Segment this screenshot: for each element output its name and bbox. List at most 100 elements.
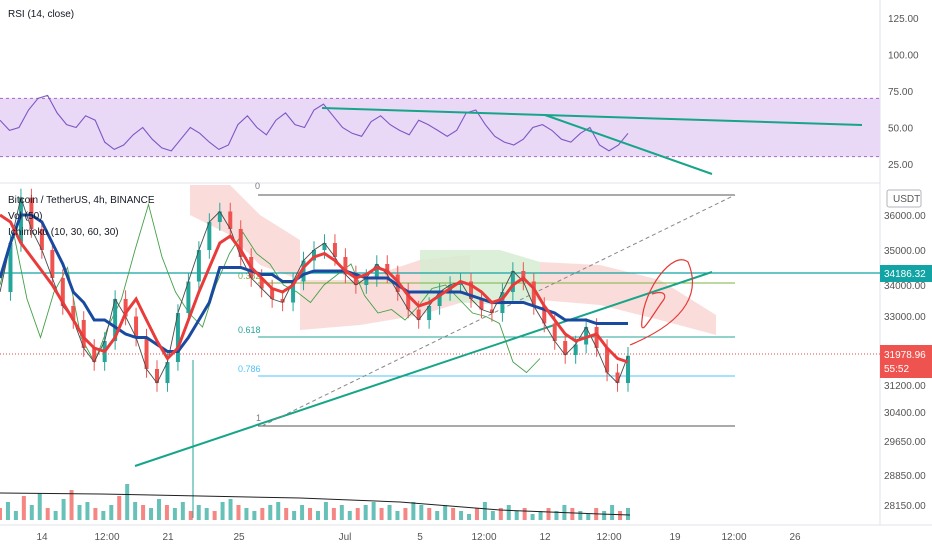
candle-body[interactable] [134,316,139,338]
tenkan-sen-line[interactable] [0,213,629,364]
time-tick-label: 12:00 [721,532,746,543]
candle-body[interactable] [18,197,23,244]
candle-body[interactable] [301,260,306,282]
hand-drawn-circle[interactable] [629,259,694,346]
candle-body[interactable] [155,369,159,383]
candle-body[interactable] [437,292,442,306]
volume-bar [474,508,479,520]
volume-bar [363,505,368,520]
time-tick-label: 12 [539,532,551,543]
candle-body[interactable] [542,306,547,324]
candle-body[interactable] [322,243,327,250]
candle-body[interactable] [584,327,589,345]
candle-body[interactable] [416,309,421,321]
candle-body[interactable] [385,264,390,275]
candle-body[interactable] [165,362,170,383]
candle-body[interactable] [123,299,128,317]
candle-body[interactable] [196,250,201,282]
volume-bar [419,505,424,520]
rsi-trendline-1[interactable] [321,107,863,126]
candle-body[interactable] [60,278,65,306]
ichimoku-label[interactable]: Ichimoku (10, 30, 60, 30) [8,227,119,238]
price-axis-ticks: 36000.00 35000.00 34000.00 33000.00 31200.00… [884,211,926,512]
candle-body[interactable] [364,278,369,285]
time-axis[interactable]: 14 12:00 21 25 Jul 5 12:00 12 12:00 19 12:00 26 [36,532,801,543]
time-tick-label: 12:00 [596,532,621,543]
candle-body[interactable] [469,281,473,300]
candle-body[interactable] [353,274,358,286]
candle-body[interactable] [92,348,97,362]
currency-badge[interactable] [886,189,922,208]
candle-body[interactable] [489,309,494,314]
candle-body[interactable] [71,306,76,320]
candle-body[interactable] [312,250,316,261]
rsi-trendline-2[interactable] [544,114,713,175]
candle-body[interactable] [594,327,599,348]
candle-body[interactable] [175,313,180,362]
candle-body[interactable] [29,197,34,230]
rsi-line[interactable] [0,94,629,152]
candle-body[interactable] [510,271,515,292]
price-pane[interactable]: 0 0.382 0.618 0.786 1 Bitcoin / TetherUS… [0,181,880,520]
candle-body[interactable] [291,281,296,303]
candle-body[interactable] [626,355,630,383]
volume-bar [570,508,575,520]
volume-bar [13,511,18,520]
fib-label-0: 0 [255,181,260,191]
rsi-scale[interactable]: 125.00 100.00 75.00 50.00 25.00 [888,14,919,171]
candle-body[interactable] [228,211,233,230]
volume-bar [530,514,535,520]
kijun-sen-line[interactable] [0,213,628,353]
volume-bar [117,496,122,520]
candle-body[interactable] [374,264,379,278]
ascending-trendline[interactable] [134,271,713,467]
price-candles[interactable] [8,188,630,392]
volume-bar [228,499,233,520]
symbol-label[interactable]: Bitcoin / TetherUS, 4h, BINANCE [8,195,155,206]
volume-bar [482,502,487,520]
candle-body[interactable] [332,243,337,257]
candle-body[interactable] [615,372,620,384]
price-line[interactable] [0,195,629,384]
candle-body[interactable] [605,348,610,373]
candle-body[interactable] [280,299,285,303]
candle-body[interactable] [552,323,557,342]
last-price-tag [880,345,932,378]
candle-body[interactable] [50,250,55,278]
candle-body[interactable] [573,344,578,356]
dashed-trendline[interactable] [261,194,736,427]
candle-body[interactable] [113,299,118,341]
price-axis[interactable]: USDT 36000.00 35000.00 34000.00 33000.00 312… [880,189,932,512]
candle-body[interactable] [238,229,243,257]
level-price-value: 34186.32 [884,269,926,280]
candle-body[interactable] [563,341,568,355]
rsi-tick-label: 50.00 [888,124,913,135]
candle-body[interactable] [479,299,484,310]
price-tick-label: 35000.00 [884,246,926,257]
price-tick-label: 29650.00 [884,437,926,448]
volume-bar [268,505,273,520]
candle-body[interactable] [39,229,44,250]
candle-body[interactable] [406,292,411,310]
volume-label[interactable]: Vol (50) [8,211,42,222]
candle-body[interactable] [144,337,149,370]
candle-body[interactable] [217,211,222,223]
cloud-segment-bearish [540,262,716,335]
candle-body[interactable] [8,243,13,292]
candle-body[interactable] [531,281,536,307]
candle-body[interactable] [259,278,264,289]
volume-bar [5,502,10,520]
candle-body[interactable] [186,281,191,314]
main-legend[interactable]: Bitcoin / TetherUS, 4h, BINANCE Vol (50)… [8,195,155,238]
rsi-tick-label: 125.00 [888,14,919,25]
rsi-pane[interactable]: RSI (14, close) 125.00 100.00 75.00 50.00 25… [0,9,919,175]
candle-body[interactable] [427,306,432,320]
volume-bar [196,505,201,520]
volume-bars [0,484,630,520]
candle-body[interactable] [270,288,275,300]
candle-body[interactable] [343,257,348,275]
candle-body[interactable] [81,320,86,348]
candle-body[interactable] [207,222,212,250]
volume-bar [53,511,58,520]
